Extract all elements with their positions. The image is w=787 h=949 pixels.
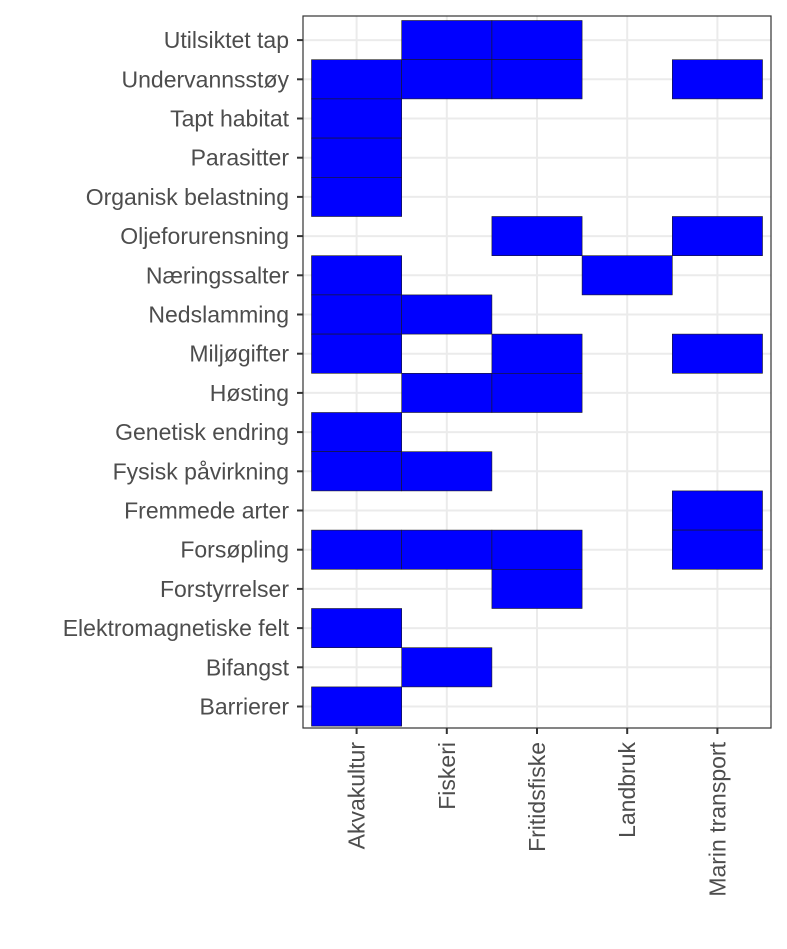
heatmap-cell (491, 529, 583, 570)
y-tick-label: Næringssalter (146, 262, 289, 288)
heatmap-cell (491, 20, 583, 61)
x-tick-label: Fiskeri (434, 742, 460, 810)
heatmap-cell (311, 529, 402, 570)
y-tick-label: Barrierer (200, 694, 290, 720)
heatmap-cell (311, 608, 402, 649)
heatmap-cell (401, 294, 493, 335)
heatmap-cell (491, 216, 583, 257)
heatmap-cell (671, 216, 763, 257)
y-tick-label: Nedslamming (148, 302, 289, 328)
y-tick-label: Miljøgifter (189, 341, 289, 367)
heatmap-cell (311, 294, 402, 335)
heatmap-cell (401, 59, 493, 100)
heatmap-cell (581, 255, 673, 296)
heatmap-cell (671, 490, 763, 531)
x-tick-label: Akvakultur (344, 742, 370, 850)
heatmap-cell (311, 59, 402, 100)
y-tick-label: Forstyrrelser (160, 576, 289, 602)
y-tick-label: Oljeforurensning (120, 223, 289, 249)
heatmap-cell (491, 372, 583, 413)
heatmap-cell (671, 333, 763, 374)
x-tick-label: Marin transport (704, 741, 730, 896)
y-tick-label: Elektromagnetiske felt (63, 615, 290, 641)
heatmap-cell (401, 20, 493, 61)
y-tick-label: Organisk belastning (86, 184, 289, 210)
x-tick-label: Fritidsfiske (524, 742, 550, 852)
heatmap-cell (491, 333, 583, 374)
heatmap-cell (671, 59, 763, 100)
heatmap-cell (401, 372, 493, 413)
heatmap-cell (401, 451, 493, 492)
y-tick-label: Fremmede arter (124, 498, 289, 524)
y-tick-label: Tapt habitat (170, 106, 290, 132)
y-tick-label: Bifangst (206, 654, 290, 680)
heatmap-cell (491, 568, 583, 609)
y-tick-label: Genetisk endring (115, 419, 289, 445)
y-tick-label: Forsøpling (180, 537, 289, 563)
heatmap-cell (311, 451, 402, 492)
y-tick-label: Undervannsstøy (122, 66, 290, 92)
y-tick-label: Parasitter (191, 145, 290, 171)
heatmap-cell (401, 529, 493, 570)
x-axis: Akvakultur Fiskeri Fritidsfiske Landbruk Mar… (344, 728, 730, 897)
heatmap-cell (491, 59, 583, 100)
heatmap-cell (311, 333, 402, 374)
y-tick-label: Høsting (210, 380, 289, 406)
heatmap-cell (311, 686, 402, 727)
heatmap-cell (671, 529, 763, 570)
heatmap-cell (401, 647, 493, 688)
y-tick-label: Utilsiktet tap (164, 27, 289, 53)
heatmap-cell (311, 177, 402, 217)
heatmap-cell (311, 98, 402, 139)
heatmap-cell (311, 412, 402, 453)
y-tick-label: Fysisk påvirkning (113, 458, 289, 484)
y-axis: Barrierer Bifangst Elektromagnetiske felt F… (63, 27, 303, 720)
heatmap-cell (311, 137, 402, 178)
heatmap-cells (311, 20, 763, 727)
heatmap-cell (311, 255, 402, 296)
x-tick-label: Landbruk (614, 742, 640, 838)
